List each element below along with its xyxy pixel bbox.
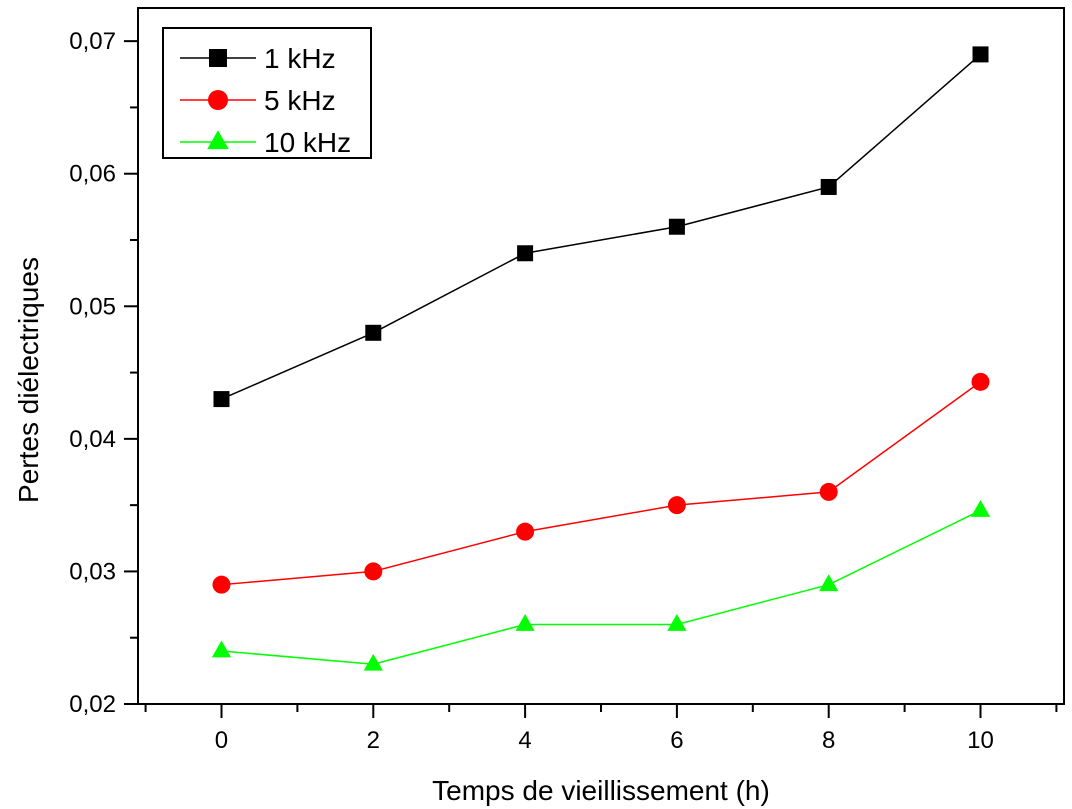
data-point bbox=[668, 218, 685, 235]
data-point bbox=[364, 562, 383, 581]
x-axis-title: Temps de vieillissement (h) bbox=[432, 775, 770, 806]
y-tick-label: 0,02 bbox=[69, 691, 116, 718]
data-point bbox=[667, 614, 687, 631]
y-tick-label: 0,06 bbox=[69, 161, 116, 188]
y-tick-label: 0,04 bbox=[69, 426, 116, 453]
series-2 bbox=[211, 500, 991, 671]
y-axis-title: Pertes diélectriques bbox=[13, 257, 44, 503]
data-point bbox=[516, 522, 535, 541]
data-point bbox=[517, 245, 534, 262]
x-axis: 0 2 4 6 8 10 bbox=[144, 704, 1058, 754]
legend: 1 kHz 5 kHz 10 kHz bbox=[162, 27, 372, 159]
series-line bbox=[221, 509, 981, 665]
series-line bbox=[221, 53, 982, 400]
data-point bbox=[365, 324, 382, 341]
data-point bbox=[970, 500, 991, 517]
y-tick-label: 0,05 bbox=[69, 293, 116, 320]
legend-label: 1 kHz bbox=[264, 43, 336, 74]
x-tick-label: 2 bbox=[367, 727, 380, 754]
data-point bbox=[211, 640, 232, 658]
data-point bbox=[515, 614, 535, 631]
legend-label: 5 kHz bbox=[264, 85, 336, 116]
data-point bbox=[820, 178, 837, 195]
y-tick-label: 0,07 bbox=[69, 28, 116, 55]
data-point bbox=[972, 46, 989, 63]
x-tick-label: 0 bbox=[215, 727, 228, 754]
x-tick-label: 4 bbox=[518, 727, 531, 754]
data-point bbox=[819, 574, 839, 592]
data-point bbox=[819, 482, 838, 501]
legend-marker bbox=[207, 130, 229, 150]
legend-label: 10 kHz bbox=[264, 127, 351, 158]
legend-marker bbox=[209, 49, 227, 67]
series-line bbox=[221, 381, 981, 586]
x-tick-label: 6 bbox=[670, 727, 683, 754]
data-point bbox=[213, 391, 230, 408]
x-tick-label: 8 bbox=[822, 727, 835, 754]
y-tick-label: 0,03 bbox=[69, 558, 116, 585]
data-point bbox=[667, 496, 686, 515]
legend-box bbox=[162, 27, 372, 159]
data-point bbox=[363, 653, 383, 671]
series-1 bbox=[212, 372, 990, 594]
x-tick-label: 10 bbox=[967, 727, 994, 754]
series-0 bbox=[213, 46, 989, 408]
data-point bbox=[212, 575, 231, 594]
y-axis: 0,02 0,03 0,04 0,05 0,06 0,07 bbox=[69, 28, 138, 718]
series-layer bbox=[211, 46, 991, 671]
data-point bbox=[971, 372, 990, 391]
legend-marker bbox=[208, 90, 228, 110]
